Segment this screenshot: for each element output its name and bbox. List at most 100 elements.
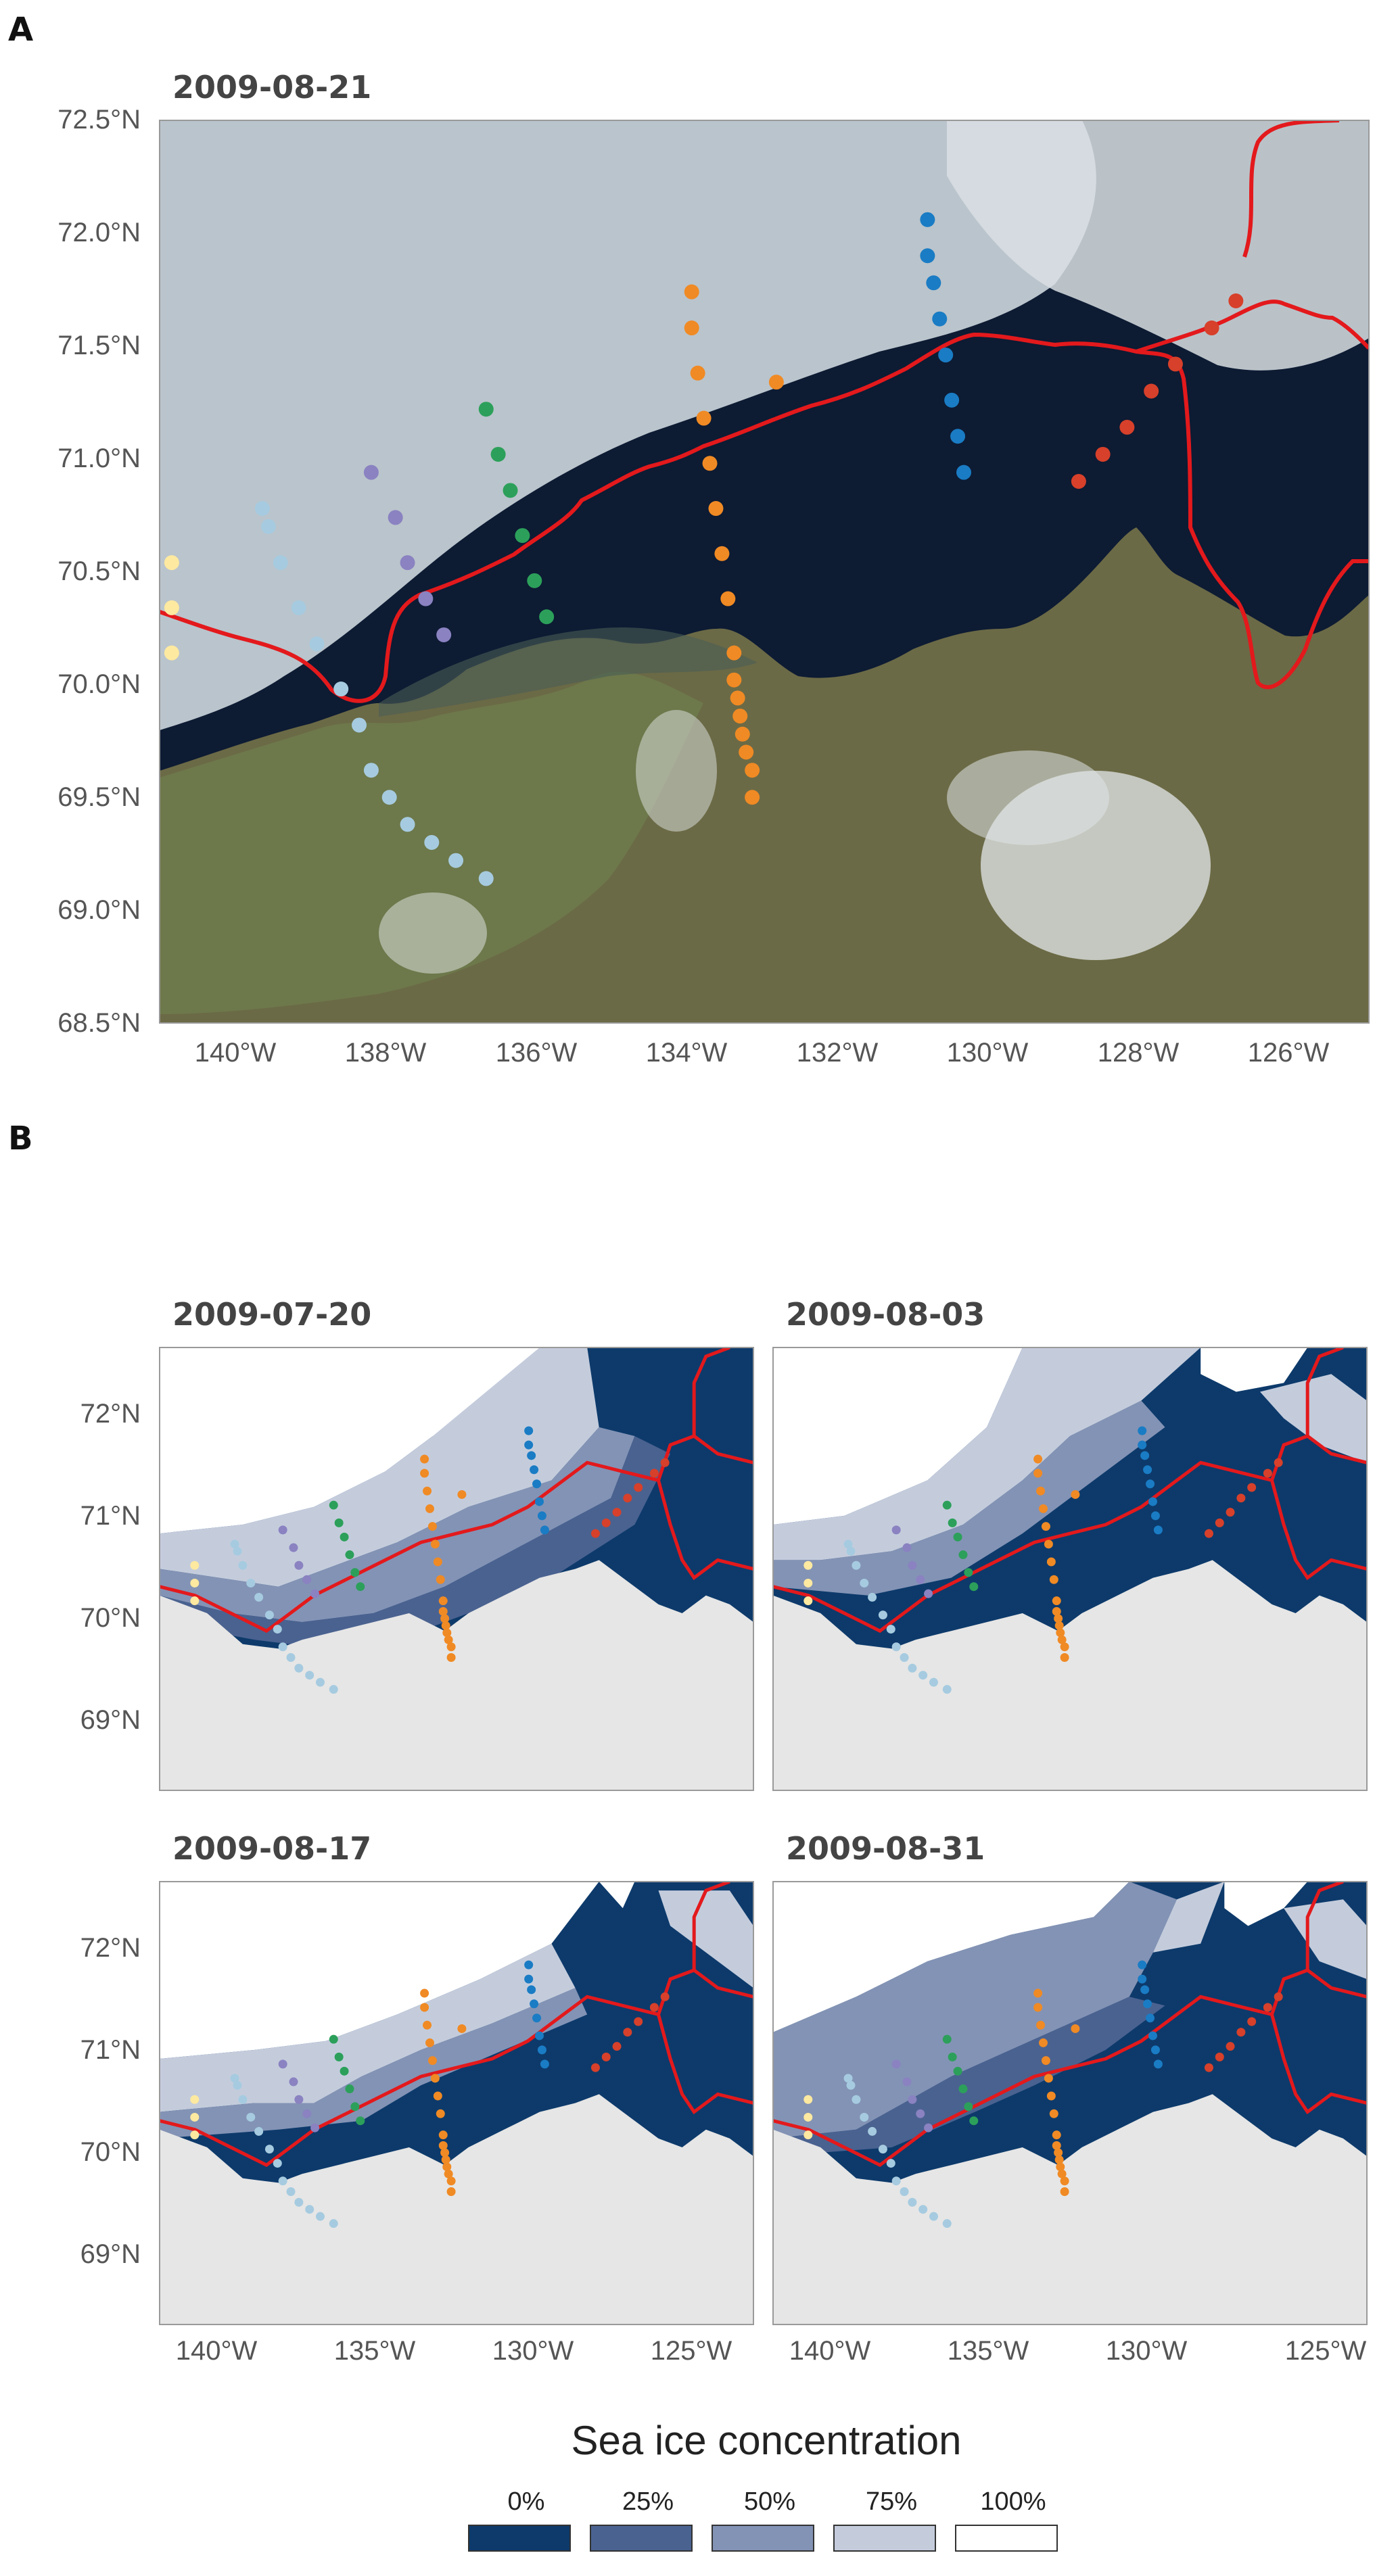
station-dot: [333, 682, 349, 697]
station-dot: [1054, 1614, 1063, 1623]
station-dot: [444, 2169, 453, 2178]
station-dot: [1036, 2020, 1046, 2030]
land-area: [773, 1560, 1367, 1790]
station-dot: [953, 1532, 962, 1542]
y-tick-label: 72°N: [80, 1933, 141, 1963]
x-tick-label: 132°W: [797, 1038, 879, 1068]
station-dot: [1215, 1518, 1224, 1527]
station-dot: [430, 1540, 440, 1549]
x-tick-label: 130°W: [947, 1038, 1029, 1068]
station-dot: [423, 1486, 432, 1496]
station-dot: [294, 2197, 304, 2207]
station-dot: [1138, 1426, 1147, 1435]
ice-zone: [160, 1347, 540, 1534]
boundary-line: [773, 1460, 1367, 1633]
station-dot: [1226, 1508, 1235, 1517]
legend-swatch: [833, 2525, 936, 2552]
x-tick-label: 130°W: [492, 2336, 574, 2366]
legend-swatch: [712, 2525, 814, 2552]
station-dot: [286, 1653, 296, 1662]
station-dot: [726, 672, 742, 688]
y-tick-label: 69°N: [80, 1705, 141, 1735]
station-dot: [891, 1642, 901, 1652]
station-dot: [908, 2197, 917, 2207]
station-dot: [1060, 1642, 1069, 1652]
station-dot: [537, 1511, 546, 1521]
legend-swatch: [468, 2525, 571, 2552]
station-dot: [1140, 1451, 1150, 1460]
station-dot: [424, 835, 440, 850]
boundary-line: [692, 1347, 730, 1436]
y-tick-label: 70°N: [80, 2137, 141, 2167]
station-dot: [846, 1546, 856, 1556]
station-dot: [1144, 383, 1159, 399]
satellite-map: [160, 120, 1369, 1023]
station-dot: [1044, 2074, 1053, 2083]
y-tick-label: 71°N: [80, 1501, 141, 1531]
station-dot: [539, 609, 555, 625]
station-dot: [524, 1974, 534, 1984]
station-dot: [430, 2074, 440, 2083]
station-dot: [803, 2130, 813, 2140]
station-dot: [438, 2130, 448, 2140]
station-dot: [860, 2112, 869, 2122]
station-dot: [433, 2091, 442, 2101]
legend-label: 25%: [622, 2487, 674, 2516]
station-dot: [442, 2162, 452, 2172]
station-dot: [878, 2145, 887, 2154]
station-dot: [612, 2042, 622, 2051]
station-dot: [503, 483, 518, 498]
station-dot: [852, 1560, 861, 1570]
y-tick-label: 71.0°N: [57, 444, 141, 473]
station-dot: [1060, 1653, 1069, 1662]
station-dot: [969, 2116, 979, 2126]
station-dot: [534, 1497, 544, 1506]
y-tick-label: 72.0°N: [57, 218, 141, 247]
station-dot: [803, 2112, 813, 2122]
station-dot: [843, 1540, 853, 1549]
station-dot: [309, 636, 325, 652]
station-dot: [420, 2003, 429, 2012]
station-dot: [612, 1508, 622, 1517]
station-dot: [356, 1582, 365, 1592]
station-dot: [745, 790, 760, 805]
station-dot: [527, 573, 542, 588]
station-dot: [246, 2112, 256, 2122]
station-dot: [942, 2219, 952, 2228]
station-dot: [289, 1543, 298, 1552]
panel-a-date-title: 2009-08-21: [172, 69, 371, 105]
station-dot: [1049, 2109, 1058, 2118]
map-date-title: 2009-08-17: [172, 1830, 371, 1867]
x-tick-label: 140°W: [789, 2336, 871, 2366]
station-dot: [540, 2059, 549, 2069]
station-dot: [442, 1628, 452, 1638]
ice-map-panel: [160, 1882, 753, 2324]
station-dot: [634, 1483, 643, 1492]
station-dot: [690, 365, 705, 381]
station-dot: [739, 744, 754, 760]
ice-concentration-maps: [159, 1347, 1368, 2325]
station-dot: [732, 709, 748, 724]
station-dot: [803, 1560, 813, 1570]
station-dot: [1056, 1628, 1065, 1638]
station-dot: [345, 1550, 354, 1560]
ice-zone: [773, 1347, 1023, 1525]
station-dot: [294, 1663, 304, 1673]
legend-label: 50%: [744, 2487, 795, 2516]
ice-zone: [773, 1400, 1165, 1596]
station-dot: [969, 1582, 979, 1592]
station-dot: [964, 1568, 973, 1577]
panel-a-x-axis: 140°W 138°W 136°W 134°W 132°W 130°W 128°…: [195, 1038, 1330, 1068]
boundary-line: [160, 332, 1369, 703]
station-dot: [440, 1614, 450, 1623]
station-dot: [190, 1596, 200, 1606]
station-dot: [1150, 2045, 1160, 2055]
station-dot: [530, 1465, 539, 1475]
station-dot: [1215, 2052, 1224, 2061]
station-dot: [334, 1518, 344, 1527]
ice-zone: [658, 1890, 753, 1988]
panel-a-frame: [159, 120, 1370, 1024]
station-dot: [868, 2126, 877, 2136]
station-dot: [891, 1525, 901, 1535]
map-frame: [772, 1347, 1368, 1791]
